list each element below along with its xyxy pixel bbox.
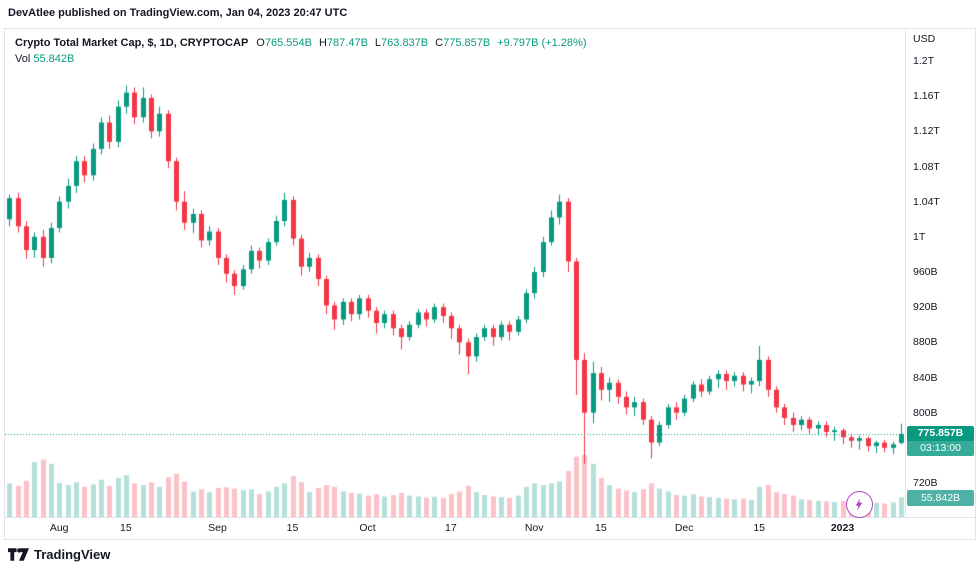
ohlc-high: H787.47B xyxy=(319,37,368,49)
chart-frame: Crypto Total Market Cap, $, 1D, CRYPTOCA… xyxy=(4,28,976,540)
price-tick-label: 1T xyxy=(913,230,926,243)
ohlc-high-label: H xyxy=(318,37,327,49)
time-tick-label: 2023 xyxy=(830,522,855,534)
price-tick-label: 1.16T xyxy=(913,90,940,103)
ohlc-low-label: L xyxy=(374,37,382,49)
price-tick-label: 840B xyxy=(913,371,938,384)
price-tick-label: 1.2T xyxy=(913,55,935,67)
ohlc-open-value: 765.554B xyxy=(264,37,312,49)
time-tick-label: 17 xyxy=(444,522,457,534)
time-tick-label: 15 xyxy=(753,522,765,534)
time-tick-label: Nov xyxy=(524,522,544,534)
time-tick-label: Sep xyxy=(208,522,227,534)
ohlc-low-value: 763.837B xyxy=(381,37,429,49)
volume-study-label: Vol xyxy=(15,53,31,65)
price-tick-label: 1.04T xyxy=(913,195,940,208)
price-tick-label: 1.08T xyxy=(913,160,940,173)
price-axis[interactable]: USD 775.857B 03:13:00 55.842B 1.2T 1.16T 1… xyxy=(905,29,975,517)
time-tick-label: 15 xyxy=(594,522,607,534)
time-tick-label: 15 xyxy=(119,522,132,534)
chart-legend: Crypto Total Market Cap, $, 1D, CRYPTOCA… xyxy=(15,35,587,67)
ohlc-low: L763.837B xyxy=(375,37,428,49)
volume-study-value: 55.842B xyxy=(33,53,75,65)
ohlc-close-value: 775.857B xyxy=(443,37,491,49)
ohlc-high-value: 787.47B xyxy=(326,37,368,49)
time-tick-label: Dec xyxy=(674,522,694,534)
symbol-title[interactable]: Crypto Total Market Cap, $, 1D, CRYPTOCA… xyxy=(15,37,249,49)
volume-badge: 55.842B xyxy=(907,490,974,506)
price-tick-label: 720B xyxy=(913,477,938,489)
legend-volume-row: Vol 55.842B xyxy=(15,51,587,67)
ohlc-open-label: O xyxy=(256,37,265,49)
time-tick-label: Oct xyxy=(359,522,376,534)
ohlc-open: O765.554B xyxy=(256,37,312,49)
price-tick-label: 880B xyxy=(913,336,938,349)
last-price-value: 775.857B xyxy=(907,425,974,441)
price-tick-label: 1.12T xyxy=(913,125,940,138)
last-price-badge: 775.857B 03:13:00 xyxy=(907,425,974,456)
lightning-icon xyxy=(855,498,863,511)
boost-button[interactable] xyxy=(846,491,873,518)
price-tick-label: 920B xyxy=(913,301,938,314)
ohlc-change-value: +9.797B (+1.28%) xyxy=(497,37,587,49)
tradingview-brand[interactable]: TradingView xyxy=(34,547,111,562)
candlestick-chart-canvas[interactable] xyxy=(5,29,905,517)
tradingview-logo-icon[interactable] xyxy=(8,548,29,561)
time-tick-label: 15 xyxy=(286,522,299,534)
price-tick-label: 800B xyxy=(913,406,938,419)
price-tick-label: 960B xyxy=(913,266,938,278)
bar-countdown: 03:13:00 xyxy=(907,440,974,456)
legend-ohlc-row: Crypto Total Market Cap, $, 1D, CRYPTOCA… xyxy=(15,35,587,51)
footer: TradingView xyxy=(8,547,110,562)
ohlc-close-label: C xyxy=(435,37,444,49)
time-tick-label: Aug xyxy=(49,522,69,534)
attribution-text: DevAtlee published on TradingView.com, J… xyxy=(8,7,348,19)
currency-label: USD xyxy=(913,33,936,45)
ohlc-close: C775.857B xyxy=(435,37,490,49)
time-axis[interactable]: Aug 15 Sep 15 Oct 17 Nov 15 Dec 15 2023 xyxy=(5,517,975,539)
